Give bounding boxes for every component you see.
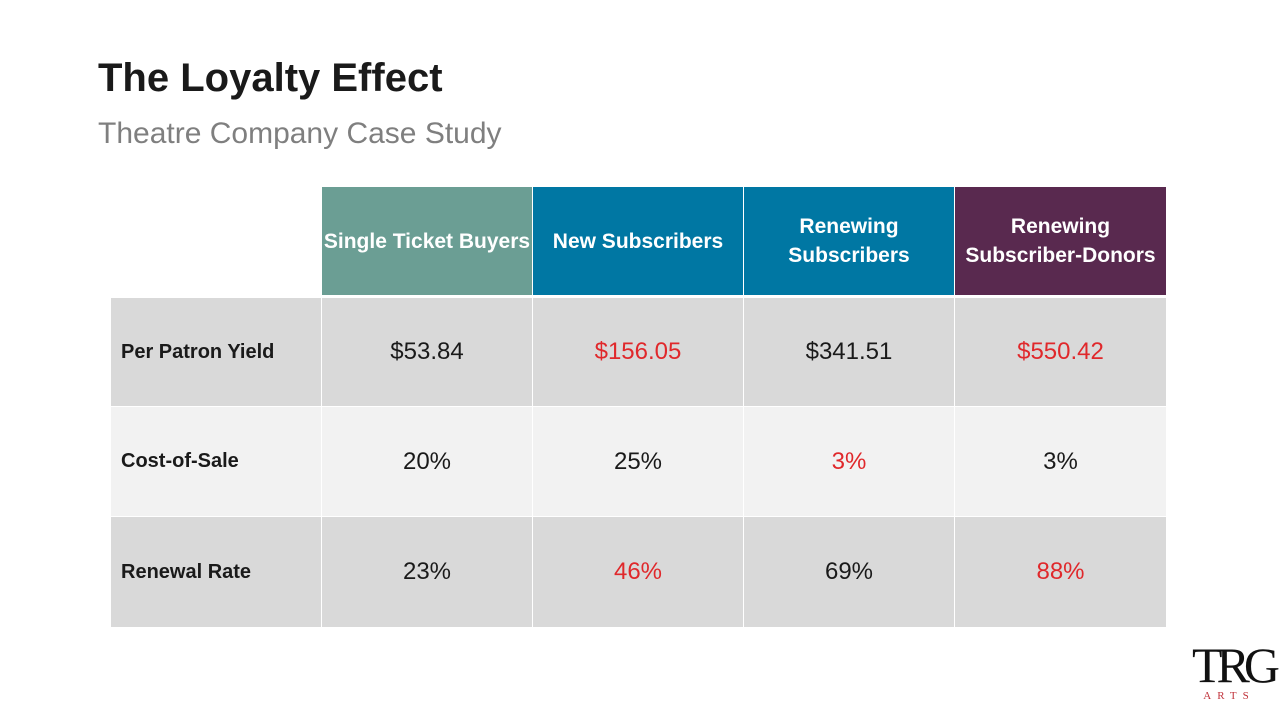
slide-title: The Loyalty Effect [98, 56, 443, 100]
slide-subtitle: Theatre Company Case Study [98, 117, 502, 150]
table-cell: 25% [533, 407, 743, 516]
row-label: Cost-of-Sale [111, 407, 321, 516]
row-label: Renewal Rate [111, 517, 321, 627]
row-label: Per Patron Yield [111, 298, 321, 406]
table-cell: $550.42 [955, 298, 1166, 406]
table-cell: 69% [744, 517, 954, 627]
table-cell: $341.51 [744, 298, 954, 406]
table-cell: 46% [533, 517, 743, 627]
table-cell: 3% [744, 407, 954, 516]
column-header-renewing-subscriber-donors: Renewing Subscriber-Donors [955, 187, 1166, 295]
table-cell: 88% [955, 517, 1166, 627]
table-cell: $53.84 [322, 298, 532, 406]
column-header-new-subscribers: New Subscribers [533, 187, 743, 295]
table-cell: 20% [322, 407, 532, 516]
table-cell: 3% [955, 407, 1166, 516]
column-header-single-ticket-buyers: Single Ticket Buyers [322, 187, 532, 295]
table-cell: 23% [322, 517, 532, 627]
trg-arts-logo: TRG ARTS [1192, 637, 1280, 702]
column-header-renewing-subscribers: Renewing Subscribers [744, 187, 954, 295]
table-cell: $156.05 [533, 298, 743, 406]
